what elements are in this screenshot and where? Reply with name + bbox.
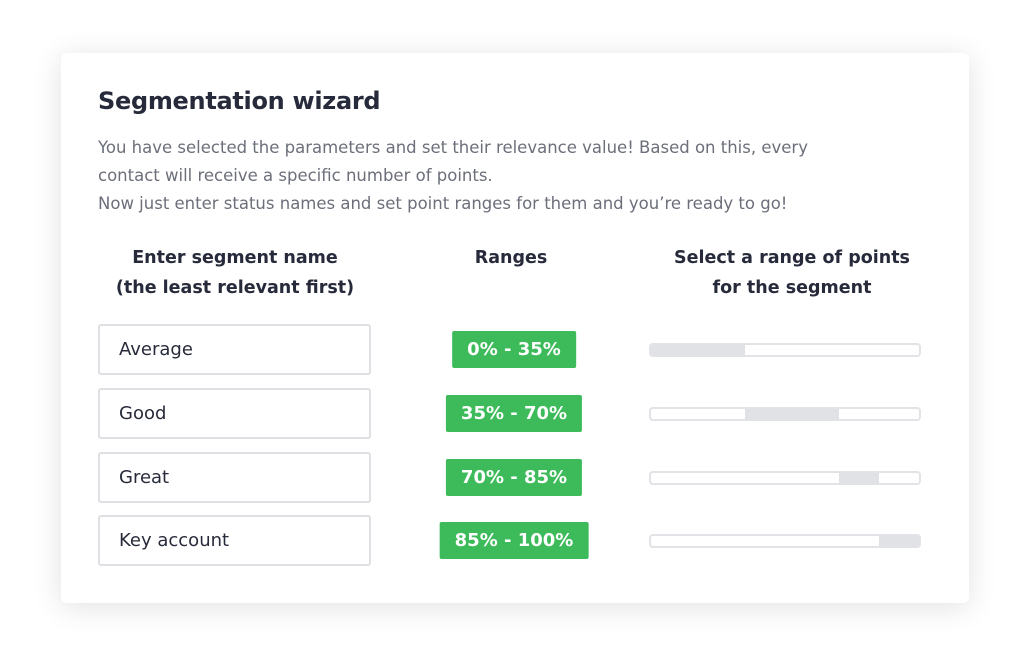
- description-line: You have selected the parameters and set…: [98, 138, 808, 157]
- description: You have selected the parameters and set…: [98, 134, 918, 218]
- segment-name-value[interactable]: Good: [119, 403, 167, 424]
- range-badge: 70% - 85%: [445, 459, 583, 496]
- segment-name-input[interactable]: Good: [98, 388, 371, 439]
- range-badge: 35% - 70%: [445, 395, 583, 432]
- range-slider[interactable]: [649, 534, 921, 548]
- segment-name-header: Enter segment name (the least relevant f…: [85, 243, 385, 303]
- range-badge: 0% - 35%: [452, 331, 576, 368]
- select-range-header: Select a range of points for the segment: [642, 243, 942, 303]
- range-slider-fill[interactable]: [838, 473, 879, 483]
- description-line: Now just enter status names and set poin…: [98, 194, 788, 213]
- range-slider[interactable]: [649, 343, 921, 357]
- header-line: (the least relevant first): [115, 278, 355, 298]
- range-slider[interactable]: [649, 471, 921, 485]
- header-line: Enter segment name: [132, 248, 338, 268]
- segment-name-input[interactable]: Great: [98, 452, 371, 503]
- range-slider[interactable]: [649, 407, 921, 421]
- segment-name-value[interactable]: Great: [119, 467, 170, 488]
- header-line: for the segment: [712, 278, 872, 298]
- segmentation-wizard-card: Segmentation wizard You have selected th…: [61, 53, 969, 603]
- range-badge: 85% - 100%: [439, 522, 589, 559]
- segment-name-value[interactable]: Key account: [119, 530, 230, 551]
- page-title: Segmentation wizard: [98, 87, 381, 115]
- segment-name-input[interactable]: Average: [98, 324, 371, 375]
- description-line: contact will receive a specific number o…: [98, 166, 493, 185]
- range-slider-fill[interactable]: [878, 536, 919, 546]
- segment-name-value[interactable]: Average: [119, 339, 193, 360]
- header-line: Select a range of points: [674, 248, 910, 268]
- ranges-header: Ranges: [474, 248, 548, 268]
- range-slider-fill[interactable]: [651, 345, 745, 355]
- segment-name-input[interactable]: Key account: [98, 515, 371, 566]
- range-slider-fill[interactable]: [744, 409, 839, 419]
